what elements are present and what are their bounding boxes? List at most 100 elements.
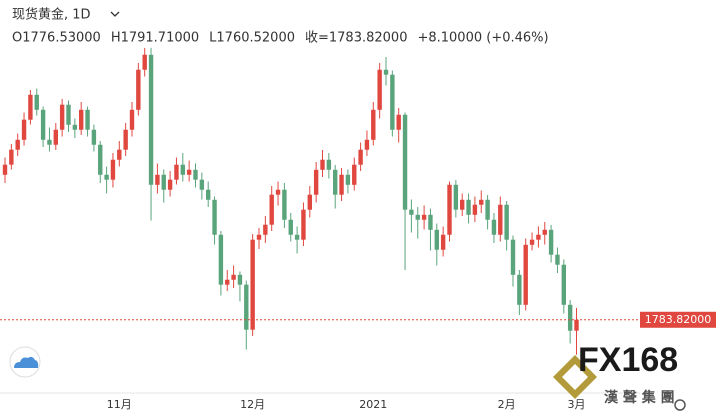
candle-body: [161, 174, 166, 190]
candle-body: [555, 254, 560, 265]
candle-body: [371, 109, 376, 140]
candle-body: [307, 194, 312, 210]
candle-body: [523, 244, 528, 305]
candle-body: [123, 129, 128, 150]
candle-body: [110, 159, 116, 180]
candle-body: [21, 119, 27, 140]
candle-body: [326, 159, 332, 170]
candle-body: [186, 169, 192, 175]
candle-body: [66, 104, 71, 125]
candle-body: [225, 279, 230, 285]
candle-body: [364, 139, 370, 150]
last-price-box: [640, 311, 716, 328]
candle-body: [377, 69, 382, 110]
candle-body: [294, 234, 300, 240]
x-tick-label: 3月: [568, 398, 586, 411]
candle-body: [59, 104, 65, 130]
candle-body: [231, 274, 236, 280]
candle-body: [390, 74, 395, 130]
candle-body: [15, 139, 20, 150]
candle-body: [148, 54, 154, 185]
x-tick-label: 2021: [359, 398, 387, 411]
candle-body: [510, 239, 516, 275]
dropdown-arrow[interactable]: [110, 11, 120, 17]
candle-body: [409, 209, 414, 215]
candle-body: [421, 214, 427, 220]
candle-body: [47, 139, 52, 145]
candle-body: [256, 234, 262, 240]
candle-body: [98, 144, 103, 175]
candle-body: [199, 179, 205, 190]
candle-body: [536, 234, 541, 240]
candle-body: [339, 174, 344, 195]
candle-body: [250, 239, 255, 330]
candle-body: [206, 189, 211, 200]
candle-body: [453, 184, 459, 210]
candle-body: [40, 109, 46, 140]
candle-body: [504, 204, 509, 240]
candle-body: [136, 69, 141, 110]
legend-item: +8.10000 (+0.46%): [417, 31, 548, 46]
candle-body: [313, 169, 319, 195]
candle-body: [301, 209, 306, 240]
candle-body: [447, 184, 452, 235]
candle-body: [498, 204, 503, 235]
candle-body: [2, 164, 8, 175]
x-axis: 11月 12月 2021 2月 3月: [107, 398, 586, 411]
candle-body: [352, 164, 357, 185]
candle-body: [567, 304, 573, 331]
candle-body: [91, 129, 97, 145]
candle-body: [415, 214, 420, 220]
candle-body: [72, 124, 78, 130]
candle-body: [275, 189, 281, 195]
logo-sub: 漢 聲 集 團: [604, 389, 675, 406]
logo-diamond-inner: [562, 364, 588, 390]
legend-item: 收=1783.82000: [305, 31, 407, 46]
candle-body: [434, 229, 439, 250]
candle-body: [85, 109, 90, 130]
candle-body: [244, 284, 249, 330]
candle-body: [28, 94, 33, 120]
ohlc-legend: O1776.53000 H1791.71000 L1760.52000 收=1783.…: [12, 31, 549, 46]
candle-body: [402, 114, 408, 210]
candle-body: [193, 169, 198, 180]
candle-body: [155, 174, 160, 185]
chart-title: 现货黄金, 1D: [12, 7, 91, 23]
x-tick-label: 2月: [498, 398, 516, 411]
legend-item: O1776.53000: [12, 31, 101, 46]
candle-body: [479, 199, 484, 205]
candle-body: [218, 234, 224, 285]
logo-brand: FX168: [578, 341, 678, 379]
candle-body: [345, 174, 351, 185]
candle-body: [53, 129, 58, 145]
candle-body: [383, 69, 389, 75]
candle-body: [263, 224, 268, 235]
logo-icon: [9, 346, 41, 378]
candle-body: [517, 274, 522, 305]
candle-body: [358, 149, 363, 165]
candle-body: [174, 164, 179, 180]
candles: [2, 46, 579, 355]
candle-body: [574, 319, 579, 331]
candle-body: [282, 189, 287, 220]
legend-background: [8, 2, 568, 48]
x-tick-label: 12月: [240, 398, 265, 411]
candle-body: [491, 219, 497, 235]
candle-body: [333, 169, 338, 195]
last-price-label: 1783.82000: [645, 313, 711, 326]
legend-item: H1791.71000: [111, 31, 199, 46]
candle-body: [320, 159, 325, 170]
settings-icon[interactable]: [674, 399, 686, 411]
candle-body: [237, 274, 243, 285]
candle-body: [561, 264, 566, 305]
candle-body: [466, 199, 471, 215]
candle-body: [180, 164, 185, 175]
candle-body: [396, 114, 401, 130]
candle-body: [9, 149, 14, 165]
watermark: FX168 漢 聲 集 團: [553, 341, 678, 406]
legend-item: L1760.52000: [209, 31, 295, 46]
candle-body: [542, 229, 547, 235]
candle-body: [117, 149, 122, 160]
